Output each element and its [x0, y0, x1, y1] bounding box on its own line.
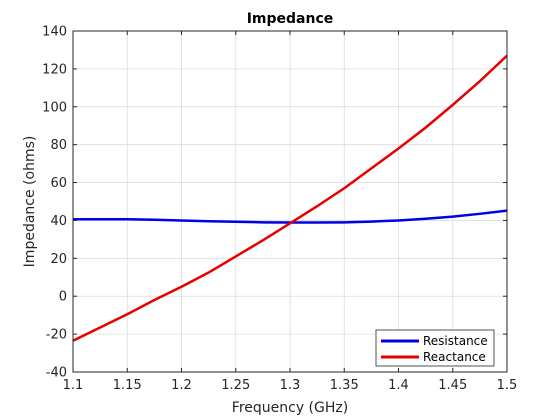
y-axis-label: Impedance (ohms) [22, 136, 38, 268]
x-tick-label: 1.3 [280, 378, 301, 393]
y-tick-label: 100 [42, 100, 67, 115]
y-tick-label: 20 [50, 252, 67, 267]
x-tick-label: 1.1 [63, 378, 84, 393]
x-tick-label: 1.15 [113, 378, 142, 393]
y-tick-label: -40 [46, 366, 67, 381]
x-tick-label: 1.5 [497, 378, 518, 393]
x-tick-label: 1.25 [221, 378, 250, 393]
chart-title: Impedance [247, 11, 334, 27]
y-tick-label: 0 [59, 290, 67, 305]
y-tick-label: -20 [46, 328, 67, 343]
x-tick-label: 1.2 [171, 378, 192, 393]
y-tick-label: 60 [50, 176, 67, 191]
x-axis-label: Frequency (GHz) [232, 400, 348, 416]
ticks [72, 30, 508, 373]
y-tick-label: 80 [50, 138, 67, 153]
x-tick-label: 1.4 [388, 378, 409, 393]
x-tick-label: 1.45 [438, 378, 467, 393]
x-tick-labels: 1.1 1.15 1.2 1.25 1.3 1.35 1.4 1.45 1.5 [63, 378, 518, 393]
series-layer [72, 54, 508, 342]
legend: Resistance Reactance [375, 329, 495, 367]
y-tick-label: 120 [42, 62, 67, 77]
x-tick-label: 1.35 [330, 378, 359, 393]
y-tick-label: 40 [50, 214, 67, 229]
legend-label-reactance: Reactance [423, 350, 486, 364]
legend-box [375, 329, 495, 367]
series-line-reactance [72, 54, 508, 342]
y-tick-labels: -40 -20 0 20 40 60 80 100 120 140 [42, 25, 67, 381]
y-tick-label: 140 [42, 25, 67, 40]
legend-label-resistance: Resistance [423, 334, 488, 348]
